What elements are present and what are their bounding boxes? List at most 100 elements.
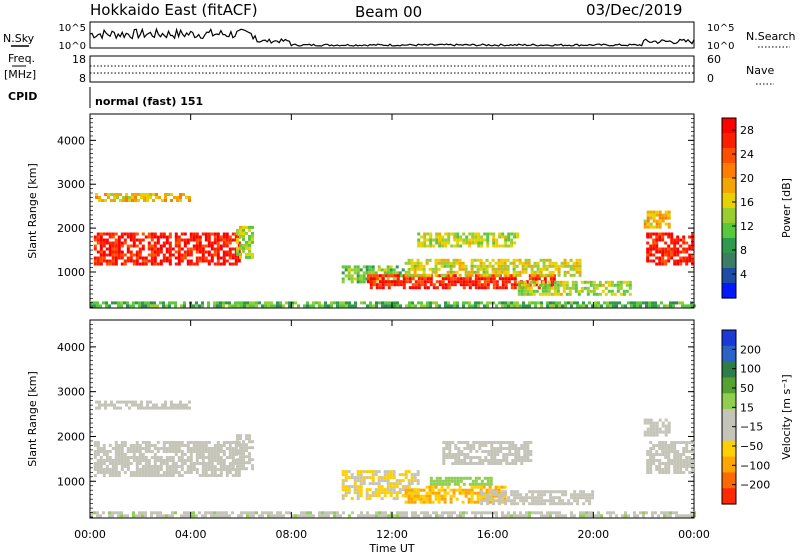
echo-cell bbox=[231, 474, 235, 477]
echo-cell bbox=[402, 514, 405, 518]
echo-cell bbox=[374, 271, 378, 275]
echo-cell bbox=[108, 459, 112, 462]
echo-cell bbox=[570, 301, 573, 305]
echo-cell bbox=[135, 256, 139, 260]
echo-cell bbox=[180, 465, 184, 468]
echo-cell bbox=[494, 261, 498, 265]
echo-cell bbox=[477, 280, 481, 284]
echo-cell bbox=[501, 514, 504, 518]
echo-cell bbox=[216, 468, 220, 471]
echo-cell bbox=[489, 479, 493, 483]
echo-cell bbox=[189, 462, 193, 465]
echo-cell bbox=[443, 264, 447, 268]
echo-cell bbox=[369, 274, 373, 278]
echo-cell bbox=[422, 488, 426, 492]
echo-cell bbox=[679, 462, 683, 465]
echo-cell bbox=[500, 261, 504, 265]
echo-cell bbox=[435, 482, 439, 486]
echo-cell bbox=[442, 456, 446, 459]
echo-cell bbox=[129, 474, 133, 477]
echo-cell bbox=[477, 476, 481, 480]
echo-cell bbox=[341, 485, 345, 489]
echo-cell bbox=[658, 441, 662, 444]
echo-cell bbox=[231, 262, 235, 266]
echo-cell bbox=[486, 286, 490, 290]
echo-cell bbox=[198, 244, 202, 248]
echo-cell bbox=[666, 511, 669, 515]
echo-cell bbox=[138, 459, 142, 462]
echo-cell bbox=[195, 244, 199, 248]
echo-cell bbox=[165, 241, 169, 245]
echo-cell bbox=[655, 210, 659, 214]
echo-cell bbox=[628, 283, 632, 287]
echo-cell bbox=[682, 450, 686, 453]
echo-cell bbox=[249, 304, 252, 308]
echo-cell bbox=[237, 441, 241, 444]
echo-cell bbox=[236, 249, 239, 253]
echo-cell bbox=[534, 499, 538, 503]
echo-cell bbox=[651, 514, 654, 518]
echo-cell bbox=[378, 286, 382, 290]
echo-cell bbox=[180, 247, 184, 251]
echo-cell bbox=[478, 459, 482, 462]
echo-cell bbox=[248, 437, 251, 441]
echo-cell bbox=[579, 493, 583, 497]
echo-cell bbox=[462, 232, 466, 236]
echo-cell bbox=[147, 462, 151, 465]
echo-cell bbox=[413, 488, 417, 492]
echo-cell bbox=[372, 304, 375, 308]
echo-cell bbox=[207, 253, 211, 257]
echo-cell bbox=[248, 440, 251, 444]
echo-cell bbox=[381, 511, 384, 515]
echo-cell bbox=[93, 456, 97, 459]
echo-cell bbox=[484, 441, 488, 444]
echo-cell bbox=[612, 301, 615, 305]
echo-cell bbox=[404, 485, 408, 489]
echo-cell bbox=[195, 256, 199, 260]
echo-cell bbox=[246, 301, 249, 305]
echo-cell bbox=[318, 511, 321, 515]
echo-cell bbox=[446, 485, 450, 489]
echo-cell bbox=[456, 280, 460, 284]
echo-cell bbox=[117, 256, 121, 260]
echo-cell bbox=[563, 261, 567, 265]
nsky-panel-frame bbox=[89, 21, 695, 49]
echo-cell bbox=[407, 497, 411, 501]
echo-cell bbox=[554, 261, 558, 265]
echo-cell bbox=[429, 238, 433, 242]
echo-cell bbox=[189, 447, 193, 450]
echo-cell bbox=[513, 232, 517, 236]
echo-cell bbox=[207, 244, 211, 248]
echo-cell bbox=[615, 304, 618, 308]
echo-cell bbox=[474, 280, 478, 284]
echo-cell bbox=[360, 511, 363, 515]
echo-cell bbox=[402, 277, 406, 281]
echo-cell bbox=[341, 497, 345, 501]
echo-cell bbox=[461, 261, 465, 265]
echo-cell bbox=[414, 511, 417, 515]
echo-cell bbox=[446, 261, 450, 265]
echo-cell bbox=[396, 511, 399, 515]
echo-cell bbox=[162, 235, 166, 239]
echo-cell bbox=[452, 488, 456, 492]
echo-cell bbox=[487, 441, 491, 444]
echo-cell bbox=[486, 493, 490, 497]
echo-cell bbox=[477, 304, 480, 308]
echo-cell bbox=[516, 502, 520, 506]
echo-cell bbox=[207, 241, 211, 245]
echo-cell bbox=[398, 482, 402, 486]
echo-cell bbox=[129, 456, 133, 459]
echo-cell bbox=[236, 231, 239, 235]
echo-cell bbox=[129, 259, 133, 263]
echo-cell bbox=[219, 301, 222, 305]
echo-cell bbox=[688, 450, 692, 453]
echo-cell bbox=[624, 511, 627, 515]
echo-cell bbox=[96, 462, 100, 465]
echo-cell bbox=[192, 465, 196, 468]
echo-cell bbox=[588, 496, 592, 500]
echo-cell bbox=[407, 273, 411, 277]
echo-cell bbox=[537, 502, 541, 506]
echo-cell bbox=[237, 514, 240, 518]
echo-cell bbox=[560, 264, 564, 268]
echo-cell bbox=[389, 491, 393, 495]
